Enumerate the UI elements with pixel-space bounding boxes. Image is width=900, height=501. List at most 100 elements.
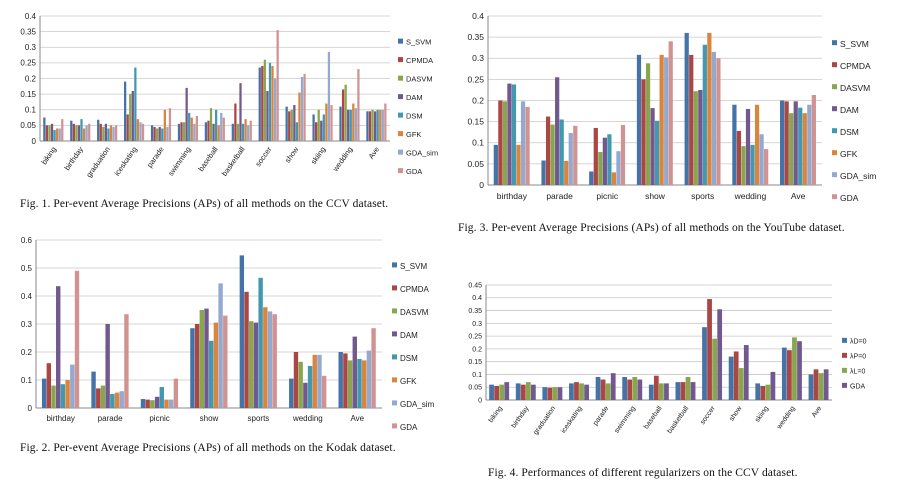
bar-GFK-iceskating bbox=[136, 119, 140, 142]
bar-GDA4-swimming bbox=[637, 379, 643, 400]
legend-swatch-DAM bbox=[832, 106, 837, 112]
bar-DAM-biking bbox=[50, 123, 54, 141]
legend-swatch-CPMDA bbox=[832, 62, 837, 68]
x-category-label: birthday bbox=[511, 405, 531, 430]
x-category-label: wedding bbox=[330, 145, 354, 174]
legend-label-GDA: GDA bbox=[840, 193, 859, 203]
bar-GFK-picnic bbox=[611, 172, 617, 185]
bar-S_SVM-graduation bbox=[97, 119, 100, 141]
legend-swatch-GDA_sim bbox=[392, 400, 397, 406]
legend-label-DSM: DSM bbox=[400, 354, 418, 363]
bar-DAM-parade bbox=[105, 324, 110, 408]
bar-DASVM-birthday bbox=[51, 385, 56, 408]
bar-GDA4-parade bbox=[610, 373, 616, 400]
bar-GFK-show bbox=[213, 322, 219, 408]
x-category-label: wedding bbox=[775, 405, 796, 431]
bar-GDA_sim-iceskating bbox=[139, 122, 142, 141]
bar-S_SVM-picnic bbox=[140, 399, 146, 408]
bar-GDA-show bbox=[668, 41, 673, 185]
legend-label-DASVM: DASVM bbox=[400, 308, 429, 317]
bar-lL0-baseball bbox=[659, 383, 664, 400]
legend-swatch-lD0 bbox=[842, 337, 847, 343]
bar-CPMDA-picnic bbox=[593, 127, 598, 185]
bar-GDA-wedding bbox=[321, 375, 327, 408]
legend-label-lL0: λL=0 bbox=[850, 368, 865, 375]
bar-DASVM-show bbox=[645, 63, 651, 185]
y-tick-label: 0.2 bbox=[21, 348, 33, 357]
bar-CPMDA-parade bbox=[96, 388, 101, 408]
bar-GDA-sports bbox=[716, 58, 721, 185]
x-category-label: parade bbox=[145, 145, 166, 169]
y-tick-label: 0.4 bbox=[472, 295, 482, 302]
bar-GDA_sim-picnic bbox=[168, 399, 174, 408]
bar-GDA_sim-sports bbox=[711, 51, 717, 185]
bar-DSM-picnic bbox=[607, 134, 612, 185]
y-tick-label: 0 bbox=[32, 137, 37, 146]
bar-S_SVM-sports bbox=[239, 255, 245, 408]
bar-GDA_sim-graduation bbox=[112, 126, 115, 141]
bar-DAM-picnic bbox=[602, 137, 607, 185]
x-category-label: birthday bbox=[46, 414, 74, 423]
bar-lD0-show bbox=[728, 356, 734, 400]
bar-CPMDA-parade bbox=[545, 116, 551, 185]
x-category-label: parade bbox=[592, 405, 610, 427]
bar-lL0-wedding bbox=[792, 337, 797, 400]
bar-DSM-birthday bbox=[80, 119, 83, 142]
bar-DAM-show bbox=[204, 308, 209, 408]
bar-DSM-graduation bbox=[107, 128, 110, 141]
bar-lL0-biking bbox=[499, 384, 505, 400]
bar-lD0-ave bbox=[808, 374, 814, 400]
bar-lP0-graduation bbox=[547, 387, 553, 400]
legend-swatch-GFK bbox=[392, 377, 397, 383]
legend-label-DSM: DSM bbox=[840, 127, 859, 137]
bar-lL0-soccer bbox=[712, 338, 717, 400]
bar-lD0-parade bbox=[595, 377, 601, 400]
bar-GDA-skiing bbox=[330, 105, 333, 141]
y-tick-label: 0.15 bbox=[20, 90, 36, 99]
bar-CPMDA-biking bbox=[45, 125, 49, 142]
legend-label-DASVM: DASVM bbox=[840, 83, 870, 93]
bar-DAM-soccer bbox=[266, 91, 269, 141]
bar-GDA-iceskating bbox=[141, 123, 145, 141]
chart-fig3: 0 0.05 0.1 0.15 0.2 0.25 0.3 0.35 0.4 birthday par… bbox=[467, 11, 876, 203]
bar-DSM-show bbox=[295, 122, 299, 141]
x-category-label: skiing bbox=[754, 405, 770, 424]
bar-DASVM-basketball bbox=[236, 123, 240, 141]
bar-DSM-birthday bbox=[60, 384, 66, 408]
bar-CPMDA-birthday bbox=[498, 100, 503, 185]
bar-GDA-birthday bbox=[525, 106, 530, 185]
bar-GFK-picnic bbox=[164, 399, 169, 408]
bar-lP0-soccer bbox=[707, 299, 712, 400]
legend-label-lD0: λD=0 bbox=[850, 338, 867, 345]
bar-DASVM-wedding bbox=[298, 361, 303, 408]
x-category-label: baseball bbox=[196, 145, 220, 173]
bar-GDA-parade bbox=[573, 125, 578, 185]
bar-GDA_sim-picnic bbox=[616, 151, 621, 185]
bar-DAM-skiing bbox=[320, 120, 323, 141]
bar-GDA-show bbox=[223, 315, 228, 408]
legend-swatch-DAM bbox=[398, 94, 403, 100]
bar-DAM-parade bbox=[158, 126, 161, 141]
x-category-label: show bbox=[200, 414, 219, 423]
bar-DASVM-show bbox=[290, 109, 293, 141]
bar-GFK-show bbox=[298, 92, 301, 141]
bar-S_SVM-parade bbox=[150, 125, 154, 142]
bar-GDA4-show bbox=[743, 345, 749, 400]
chart-fig2: 0 0.1 0.2 0.3 0.4 0.5 0.6 birthday parade picnic s… bbox=[21, 236, 435, 432]
bar-DASVM-parade bbox=[550, 124, 555, 185]
y-tick-label: 0.2 bbox=[25, 74, 37, 83]
bar-GFK-show bbox=[659, 54, 664, 186]
bar-lD0-graduation bbox=[542, 387, 548, 400]
bar-DASVM-ave bbox=[347, 360, 353, 408]
y-tick-label: 0.05 bbox=[468, 385, 482, 392]
legend-swatch-lL0 bbox=[842, 367, 847, 373]
bar-DAM-graduation bbox=[104, 123, 108, 141]
bar-GDA-wedding bbox=[764, 149, 769, 185]
bar-GDA_sim-wedding bbox=[759, 134, 764, 185]
bar-S_SVM-picnic bbox=[589, 171, 594, 185]
bar-GFK-parade bbox=[114, 392, 120, 408]
x-category-label: Ave bbox=[366, 145, 381, 161]
legend-label-GDA_sim: GDA_sim bbox=[400, 400, 435, 409]
bar-lD0-basketball bbox=[675, 382, 681, 400]
bar-DAM-iceskating bbox=[131, 91, 134, 141]
